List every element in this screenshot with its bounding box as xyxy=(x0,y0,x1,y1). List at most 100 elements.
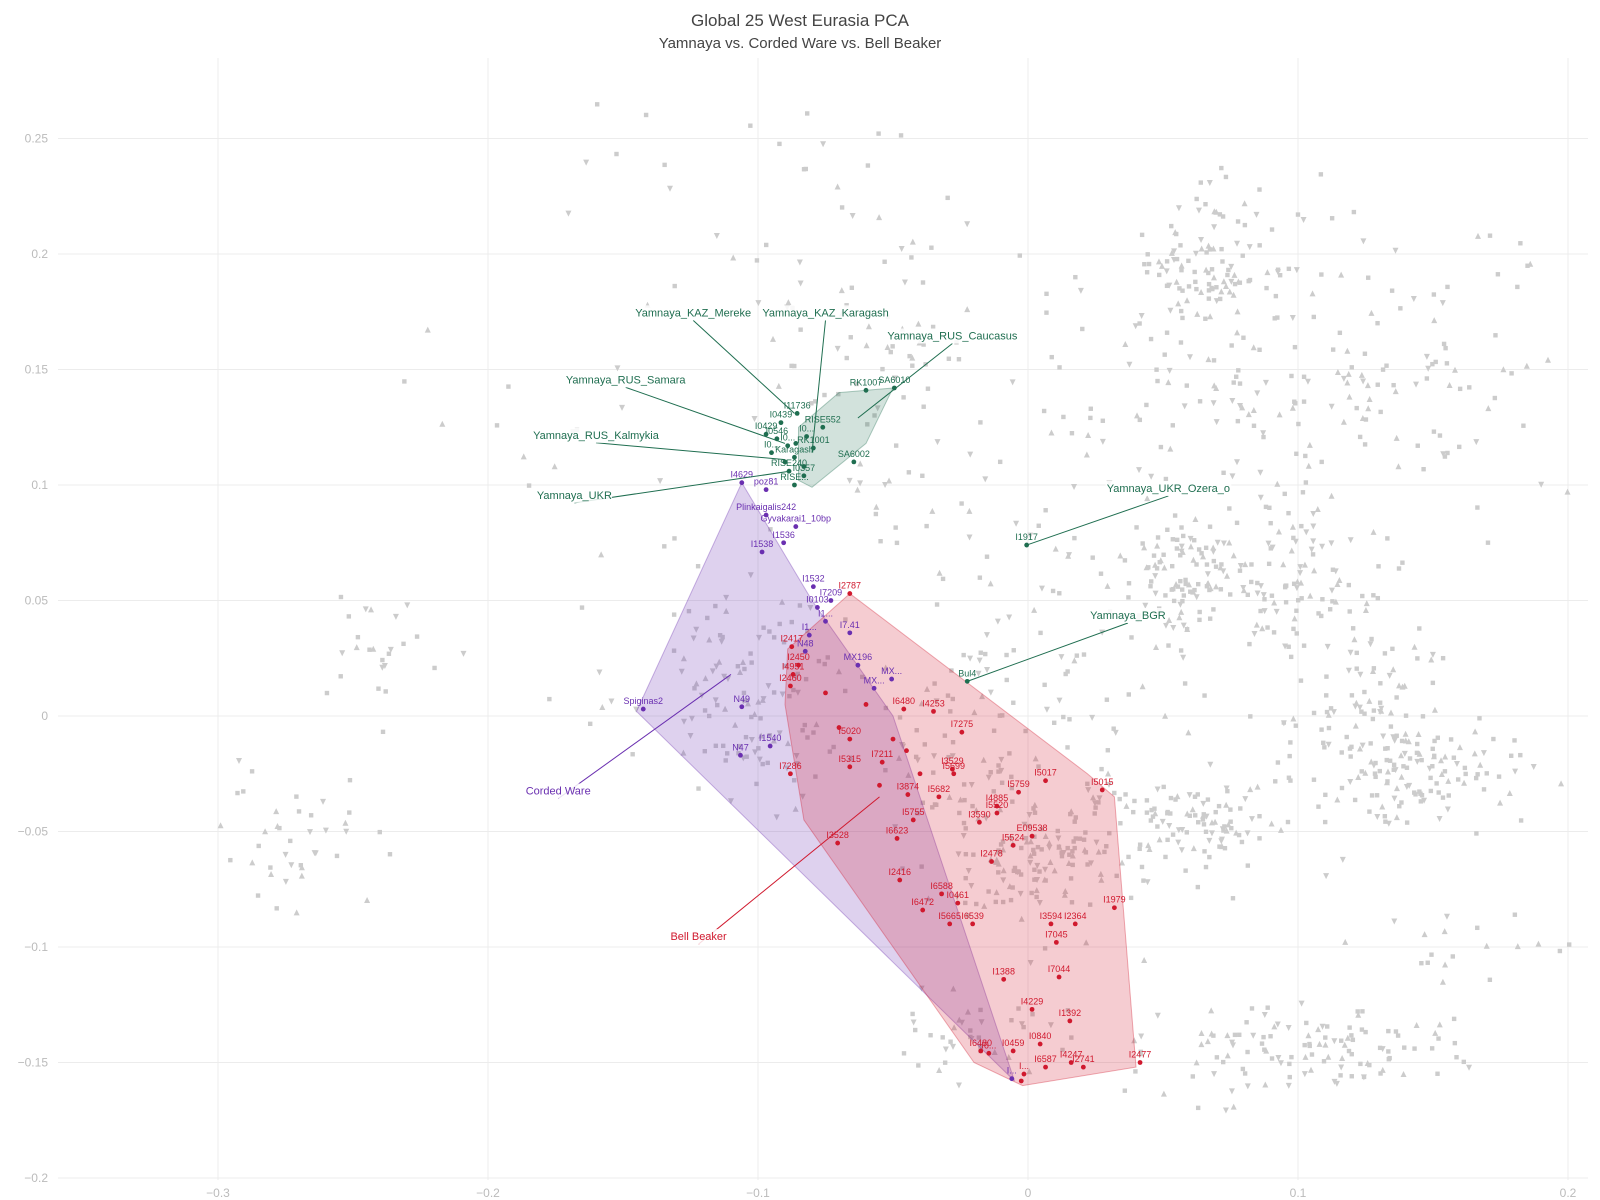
bell-beaker-sample-point[interactable] xyxy=(897,877,903,883)
corded-ware-sample-point[interactable] xyxy=(738,752,743,758)
bell-beaker-sample-point[interactable] xyxy=(905,792,911,797)
corded-ware-sample-point[interactable] xyxy=(763,487,769,493)
bell-beaker-sample-point[interactable] xyxy=(788,683,793,689)
background-sample-point xyxy=(1245,411,1252,418)
bell-beaker-sample-point[interactable] xyxy=(977,819,982,825)
bell-beaker-sample-point[interactable] xyxy=(951,771,957,777)
background-sample-point xyxy=(1386,672,1393,679)
yamnaya-sample-point[interactable] xyxy=(794,410,800,416)
yamnaya-sample-point[interactable] xyxy=(804,434,809,439)
corded-ware-sample-point[interactable] xyxy=(1009,1076,1015,1082)
bell-beaker-sample-point[interactable] xyxy=(863,702,869,707)
corded-ware-sample-point[interactable] xyxy=(889,676,895,682)
yamnaya-sample-point[interactable] xyxy=(793,441,799,446)
corded-ware-sample-point[interactable] xyxy=(759,549,765,555)
corded-ware-sample-point[interactable] xyxy=(793,524,799,529)
bell-beaker-sample-point[interactable] xyxy=(1037,1041,1043,1047)
bell-beaker-sample-point[interactable] xyxy=(931,708,936,714)
bell-beaker-sample-point[interactable] xyxy=(986,1050,992,1056)
bell-beaker-sample-point[interactable] xyxy=(1016,789,1021,795)
bell-beaker-sample-point[interactable] xyxy=(936,794,942,800)
yamnaya-sample-point[interactable] xyxy=(763,431,769,437)
bell-beaker-sample-point[interactable] xyxy=(978,1048,984,1054)
bell-beaker-sample-point[interactable] xyxy=(1080,1064,1086,1070)
bell-beaker-sample-point[interactable] xyxy=(835,840,841,846)
yamnaya-sample-point[interactable] xyxy=(820,424,826,430)
yamnaya-sample-point[interactable] xyxy=(891,385,897,391)
bell-beaker-sample-point[interactable] xyxy=(1053,939,1059,945)
yamnaya-sample-point[interactable] xyxy=(792,454,797,460)
bell-beaker-sample-point[interactable] xyxy=(823,690,828,696)
bell-beaker-sample-point[interactable] xyxy=(847,591,853,596)
corded-ware-sample-point[interactable] xyxy=(871,685,877,691)
bell-beaker-sample-point[interactable] xyxy=(1112,905,1117,911)
corded-ware-sample-point[interactable] xyxy=(855,662,861,668)
yamnaya-sample-point[interactable] xyxy=(785,443,791,449)
bell-beaker-sample-point[interactable] xyxy=(789,644,795,650)
bell-beaker-sample-point[interactable] xyxy=(950,766,955,772)
bell-beaker-sample-point[interactable] xyxy=(901,706,907,712)
yamnaya-sample-point[interactable] xyxy=(863,387,869,393)
corded-ware-sample-point[interactable] xyxy=(823,618,828,624)
yamnaya-sample-point[interactable] xyxy=(792,482,797,488)
bell-beaker-sample-point[interactable] xyxy=(1010,1048,1016,1054)
corded-ware-sample-point[interactable] xyxy=(806,632,812,638)
bell-beaker-sample-point[interactable] xyxy=(1018,1078,1024,1084)
bell-beaker-sample-point[interactable] xyxy=(1029,1006,1035,1012)
bell-beaker-sample-point[interactable] xyxy=(1010,842,1016,848)
yamnaya-sample-point[interactable] xyxy=(782,459,788,465)
bell-beaker-sample-point[interactable] xyxy=(970,921,976,927)
corded-ware-sample-point[interactable] xyxy=(815,605,820,610)
bell-beaker-sample-point[interactable] xyxy=(989,859,994,864)
bell-beaker-sample-point[interactable] xyxy=(1068,1060,1074,1065)
bell-beaker-sample-point[interactable] xyxy=(890,736,896,742)
corded-ware-sample-point[interactable] xyxy=(810,584,816,590)
bell-beaker-sample-point[interactable] xyxy=(1048,921,1054,927)
bell-beaker-sample-point[interactable] xyxy=(939,891,944,897)
bell-beaker-sample-point[interactable] xyxy=(955,900,961,906)
yamnaya-sample-point[interactable] xyxy=(778,420,784,426)
corded-ware-sample-point[interactable] xyxy=(763,512,769,518)
bell-beaker-sample-point[interactable] xyxy=(1043,1064,1048,1070)
bell-beaker-sample-point[interactable] xyxy=(1001,976,1007,982)
bell-beaker-sample-point[interactable] xyxy=(947,921,953,927)
bell-beaker-sample-point[interactable] xyxy=(1137,1060,1143,1065)
bell-beaker-sample-point[interactable] xyxy=(790,672,796,677)
yamnaya-sample-point[interactable] xyxy=(801,473,807,479)
bell-beaker-sample-point[interactable] xyxy=(836,725,842,730)
bell-beaker-sample-point[interactable] xyxy=(1043,778,1048,784)
bell-beaker-sample-point[interactable] xyxy=(1072,921,1078,927)
bell-beaker-sample-point[interactable] xyxy=(1067,1018,1073,1024)
corded-ware-sample-point[interactable] xyxy=(767,743,773,749)
bell-beaker-sample-point[interactable] xyxy=(1021,1071,1027,1077)
bell-beaker-sample-point[interactable] xyxy=(994,810,1000,816)
bell-beaker-sample-point[interactable] xyxy=(847,764,853,770)
corded-ware-sample-point[interactable] xyxy=(847,630,853,636)
corded-ware-sample-point[interactable] xyxy=(802,648,808,654)
bell-beaker-sample-point[interactable] xyxy=(994,803,1000,809)
corded-ware-sample-point[interactable] xyxy=(781,540,787,546)
bell-beaker-sample-point[interactable] xyxy=(1029,833,1035,839)
corded-ware-sample-point[interactable] xyxy=(828,598,834,603)
yamnaya-sample-point[interactable] xyxy=(851,459,857,465)
bell-beaker-sample-point[interactable] xyxy=(904,748,909,754)
bell-beaker-sample-point[interactable] xyxy=(788,771,793,777)
bell-beaker-sample-point[interactable] xyxy=(910,817,916,823)
bell-beaker-sample-point[interactable] xyxy=(847,736,853,742)
bell-beaker-sample-point[interactable] xyxy=(959,729,965,735)
corded-ware-sample-point[interactable] xyxy=(739,480,745,486)
bell-beaker-sample-point[interactable] xyxy=(920,907,926,913)
bell-beaker-sample-point[interactable] xyxy=(879,759,885,765)
bell-beaker-sample-point[interactable] xyxy=(796,662,801,668)
bell-beaker-sample-point[interactable] xyxy=(894,836,900,841)
bell-beaker-sample-point[interactable] xyxy=(917,771,923,777)
corded-ware-sample-point[interactable] xyxy=(640,706,646,712)
bell-beaker-sample-point[interactable] xyxy=(1099,787,1105,793)
background-sample-point xyxy=(1303,453,1308,459)
corded-ware-sample-point[interactable] xyxy=(739,704,745,710)
bell-beaker-sample-point[interactable] xyxy=(877,782,882,788)
yamnaya-sample-point[interactable] xyxy=(801,464,807,469)
background-sample-point xyxy=(1325,1053,1332,1060)
bell-beaker-sample-point[interactable] xyxy=(1056,974,1062,980)
yamnaya-sample-point[interactable] xyxy=(769,450,774,456)
